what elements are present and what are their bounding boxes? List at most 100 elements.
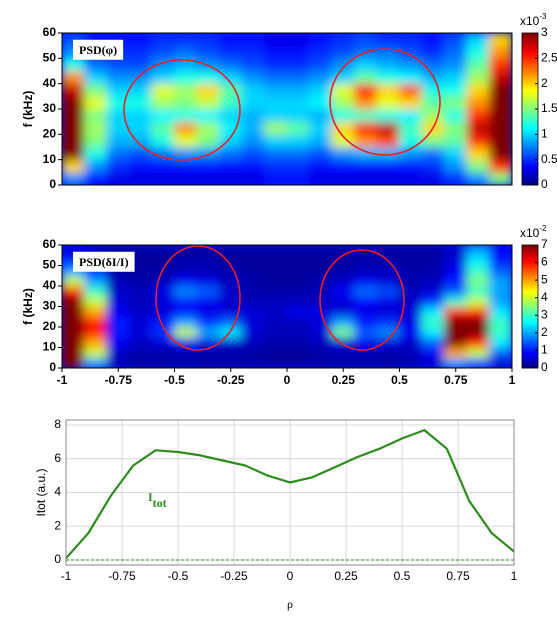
heatmap-cell xyxy=(129,121,153,135)
heatmap-cell xyxy=(84,95,108,110)
heatmap-cell xyxy=(286,326,310,338)
colorbar-step xyxy=(522,302,538,305)
heatmap-cell xyxy=(399,121,423,135)
colorbar-step xyxy=(522,35,538,39)
heatmap-cell xyxy=(466,133,490,148)
heatmap-cell xyxy=(264,83,288,97)
heatmap-cell xyxy=(444,159,468,173)
colorbar-step xyxy=(522,81,538,85)
heatmap-cell xyxy=(331,70,355,85)
colorbar-step xyxy=(522,253,538,256)
heatmap-cell xyxy=(309,336,333,348)
heatmap-cell xyxy=(421,275,445,287)
colorbar-step xyxy=(522,353,538,357)
heatmap-cell xyxy=(174,347,198,359)
colorbar-step xyxy=(522,116,538,120)
heatmap-cell xyxy=(399,347,423,359)
heatmap-cell xyxy=(129,316,153,328)
colorbar-step xyxy=(522,78,538,82)
heatmap-cell xyxy=(151,57,175,72)
x-tick-label: 0.5 xyxy=(391,373,408,387)
heatmap-cell xyxy=(174,159,198,173)
colorbar-step xyxy=(522,339,538,342)
heatmap-cell xyxy=(151,121,175,135)
heatmap-cell xyxy=(309,45,333,59)
colorbar-step xyxy=(522,182,538,186)
heatmap-cell xyxy=(84,245,108,256)
heatmap-cell xyxy=(331,245,355,256)
colorbar-step xyxy=(522,327,538,330)
heatmap-cell xyxy=(129,306,153,318)
heatmap-cell xyxy=(106,95,130,110)
colorbar-step xyxy=(522,261,538,264)
heatmap-cell xyxy=(286,121,310,135)
heatmap-cell xyxy=(466,33,490,47)
heatmap-cell xyxy=(129,70,153,85)
heatmap-cell xyxy=(399,275,423,287)
heatmap-cell xyxy=(399,245,423,256)
heatmap-cell xyxy=(309,146,333,161)
colorbar-step xyxy=(522,149,538,153)
heatmap-cell xyxy=(444,171,468,185)
heatmap-cell xyxy=(84,316,108,328)
heatmap-cell xyxy=(331,121,355,135)
heatmap-cell xyxy=(62,316,85,328)
heatmap-cell xyxy=(286,33,310,47)
colorbar-step xyxy=(522,304,538,307)
heatmap-cell xyxy=(151,133,175,148)
colorbar-step xyxy=(522,167,538,171)
heatmap-cell xyxy=(62,70,85,85)
heatmap-cell xyxy=(151,45,175,59)
heatmap-cell xyxy=(421,357,445,368)
heatmap-cell xyxy=(241,357,265,368)
colorbar-step xyxy=(522,83,538,87)
heatmap-cell xyxy=(151,347,175,359)
heatmap-cell xyxy=(174,171,198,185)
heatmap-cell xyxy=(421,45,445,59)
colorbar-tick-label: 1.5 xyxy=(541,101,557,115)
heatmap-cell xyxy=(376,336,400,348)
heatmap-cell xyxy=(219,306,243,318)
heatmap-cell xyxy=(62,245,85,256)
heatmap-cell xyxy=(106,159,130,173)
heatmap-cell xyxy=(286,306,310,318)
heatmap-cell xyxy=(376,295,400,307)
heatmap-cell xyxy=(62,295,85,307)
heatmap-cell xyxy=(421,245,445,256)
heatmap-cell xyxy=(174,285,198,297)
heatmap-cell xyxy=(106,357,130,368)
colorbar-step xyxy=(522,357,538,361)
colorbar-step xyxy=(522,40,538,44)
heatmap-cell xyxy=(354,265,378,277)
heatmap-cell xyxy=(399,171,423,185)
heatmap-cell xyxy=(151,316,175,328)
heatmap-cell xyxy=(151,254,175,266)
heatmap-cell xyxy=(399,45,423,59)
heatmap-cell xyxy=(376,57,400,72)
heatmap-cell xyxy=(129,254,153,266)
x-tick-label: 0.5 xyxy=(394,569,411,583)
heatmap-cell xyxy=(421,95,445,110)
heatmap-cell xyxy=(151,357,175,368)
colorbar-step xyxy=(522,292,538,295)
heatmap-cell xyxy=(466,83,490,97)
colorbar-step xyxy=(522,48,538,52)
heatmap-cell xyxy=(489,265,512,277)
heatmap-cell xyxy=(174,306,198,318)
colorbar-step xyxy=(522,269,538,273)
colorbar-step xyxy=(522,355,538,359)
exponent: -3 xyxy=(539,12,547,21)
heatmap-cell xyxy=(151,146,175,161)
colorbar-step xyxy=(522,331,538,334)
heatmap-cell xyxy=(489,83,512,97)
heatmap-cell xyxy=(62,133,85,148)
heatmap-cell xyxy=(219,326,243,338)
heatmap-cell xyxy=(286,70,310,85)
heatmap-cell xyxy=(196,347,220,359)
heatmap-cell xyxy=(174,295,198,307)
heatmap-cell xyxy=(331,306,355,318)
heatmap-cell xyxy=(196,265,220,277)
heatmap-cell xyxy=(84,133,108,148)
heatmap-cell xyxy=(331,265,355,277)
heatmap-cell xyxy=(106,295,130,307)
